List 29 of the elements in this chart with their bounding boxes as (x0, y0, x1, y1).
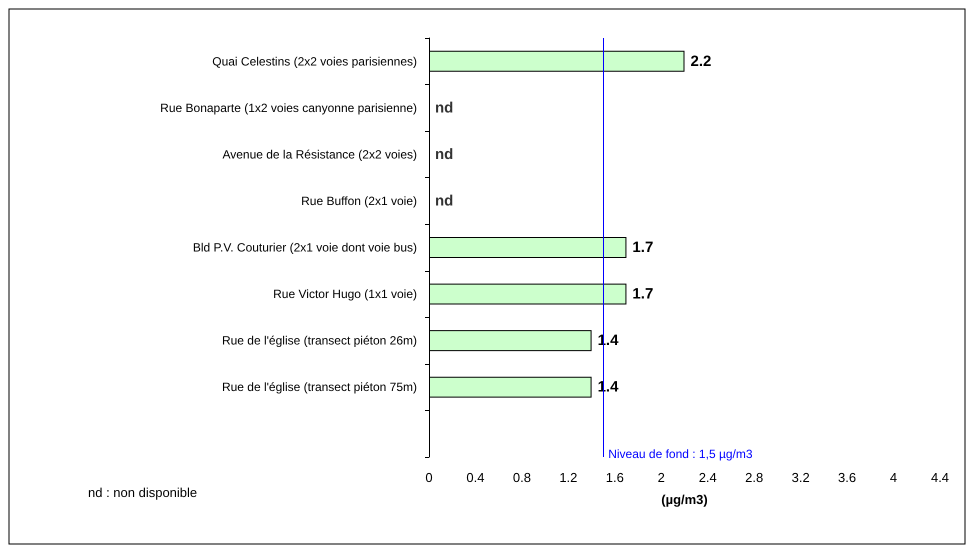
data-label: 1.7 (632, 239, 654, 256)
ref-line-label: Niveau de fond : 1,5 µg/m3 (608, 447, 753, 461)
y-tick-label: Bld P.V. Couturier (2x1 voie dont voie bus) (192, 240, 417, 254)
x-tick-label: 2.4 (698, 470, 717, 485)
x-tick-label: 3.6 (838, 470, 856, 485)
text: nd (435, 146, 454, 163)
x-tick-label: 0.4 (466, 470, 484, 485)
x-tick-label: 1.6 (606, 470, 624, 485)
x-tick-label: 4.4 (930, 470, 950, 485)
x-tick-label: 1.2 (559, 470, 578, 485)
data-label: 2.2 (690, 52, 712, 70)
text: nd : non disponible (88, 485, 198, 500)
x-tick-label: 4 (890, 470, 898, 485)
y-tick-label: Avenue de la Résistance (2x2 voies) (222, 147, 417, 162)
y-tick-label: Quai Celestins (2x2 voies parisiennes) (212, 54, 417, 68)
y-tick-label: Rue de l'église (transect piéton 75m) (222, 380, 417, 394)
y-tick-label: Rue de l'église (transect piéton 26m) (222, 334, 417, 348)
x-tick-label: 2.8 (745, 470, 764, 485)
x-axis-title: (µg/m3) (661, 492, 708, 507)
y-tick-label: Rue Victor Hugo (1x1 voie) (273, 287, 417, 302)
data-label: 1.7 (632, 286, 654, 303)
y-tick-label: Rue Buffon (2x1 voie) (301, 194, 417, 208)
x-tick-label: 0.8 (512, 470, 531, 485)
x-tick-label: 2 (658, 470, 665, 485)
x-tick-label: 0 (425, 470, 433, 485)
y-tick-label: Rue Bonaparte (1x2 voies canyonne parisienne) (160, 100, 418, 115)
text: nd (435, 192, 454, 210)
x-tick-label: 3.2 (792, 470, 810, 485)
text: nd (435, 99, 454, 116)
